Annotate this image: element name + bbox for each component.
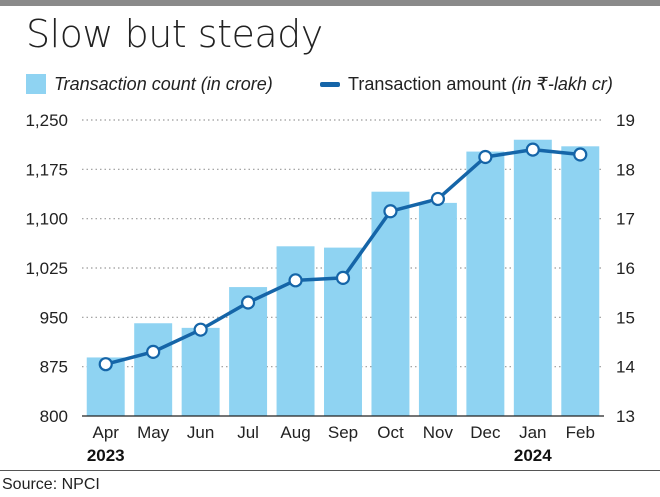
legend-item-amount: Transaction amount (in ₹-lakh cr) <box>320 72 613 96</box>
legend-line-swatch <box>320 81 340 87</box>
amount-point <box>98 357 113 372</box>
y-right-tick-label: 15 <box>616 308 635 327</box>
x-tick-label: Dec <box>470 423 501 442</box>
y-right-tick-label: 17 <box>616 210 635 229</box>
amount-point <box>146 344 161 359</box>
amount-point <box>478 149 493 165</box>
top-rule <box>0 0 660 6</box>
y-left-tick-label: 1,100 <box>25 210 68 229</box>
amount-point <box>240 295 256 310</box>
y-right-tick-label: 19 <box>616 111 635 130</box>
amount-point <box>430 191 446 207</box>
bar <box>418 202 457 416</box>
x-year-label: 2023 <box>87 446 125 465</box>
x-tick-label: Apr <box>92 423 119 442</box>
amount-point <box>383 204 398 219</box>
bar <box>181 327 220 416</box>
legend-item-count: Transaction count (in crore) <box>26 72 273 96</box>
amount-point <box>193 322 208 337</box>
bar <box>134 323 173 416</box>
chart-title: Slow but steady <box>26 12 323 56</box>
bottom-rule <box>0 470 660 471</box>
amount-point <box>288 273 303 288</box>
legend-count-label: Transaction count (in crore) <box>54 73 273 94</box>
x-tick-label: May <box>137 423 170 442</box>
y-right-tick-label: 14 <box>616 358 635 377</box>
amount-point <box>573 147 588 162</box>
x-tick-label: Oct <box>377 423 404 442</box>
y-left-tick-label: 875 <box>40 358 68 377</box>
x-tick-label: Jul <box>237 423 259 442</box>
x-tick-label: Sep <box>328 423 358 442</box>
legend-bar-swatch <box>26 74 46 94</box>
bar <box>466 151 505 416</box>
x-tick-label: Feb <box>566 423 595 442</box>
legend: Transaction count (in crore) Transaction… <box>26 72 646 96</box>
x-tick-label: Aug <box>280 423 310 442</box>
y-left-tick-label: 950 <box>40 308 68 327</box>
x-tick-label: Jan <box>519 423 546 442</box>
y-left-tick-label: 1,175 <box>25 160 68 179</box>
amount-point <box>335 270 351 285</box>
legend-amount-label: Transaction amount <box>348 73 512 94</box>
bar <box>561 146 600 417</box>
x-tick-label: Jun <box>187 423 214 442</box>
y-right-tick-label: 13 <box>616 407 635 426</box>
bar <box>276 246 315 416</box>
amount-point <box>525 142 540 157</box>
x-tick-label: Nov <box>423 423 454 442</box>
bar <box>513 139 552 416</box>
bar <box>371 191 410 416</box>
y-right-tick-label: 16 <box>616 259 635 278</box>
y-left-tick-label: 1,250 <box>25 111 68 130</box>
x-year-label: 2024 <box>514 446 552 465</box>
source-note: Source: NPCI <box>2 476 100 493</box>
y-left-tick-label: 1,025 <box>25 259 68 278</box>
legend-amount-unit: (in ₹-lakh cr) <box>511 73 613 94</box>
y-left-tick-label: 800 <box>40 407 68 426</box>
y-right-tick-label: 18 <box>616 160 635 179</box>
